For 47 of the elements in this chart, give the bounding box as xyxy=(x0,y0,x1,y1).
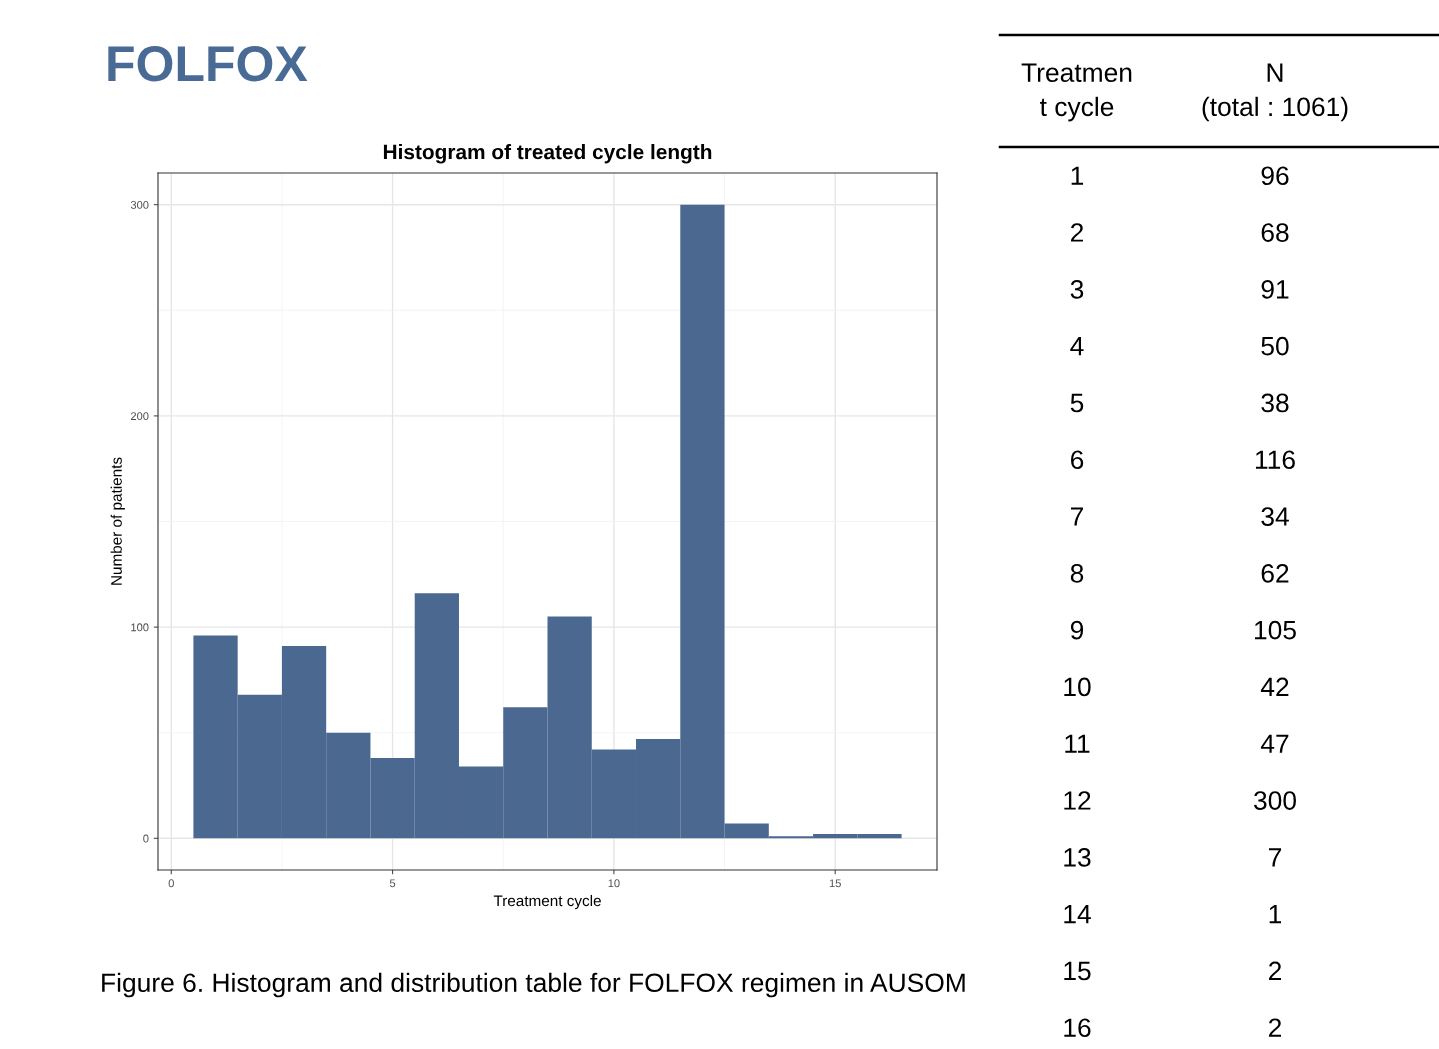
text: 10 xyxy=(1064,677,1091,697)
text: N (total : 1061) xyxy=(1202,63,1348,122)
text: 2 xyxy=(1268,1018,1282,1037)
text: 13 xyxy=(1064,848,1091,867)
text: 15 xyxy=(1064,961,1091,981)
text: 91 xyxy=(1261,280,1289,299)
text: 14 xyxy=(1064,905,1091,924)
text: 105 xyxy=(1255,620,1296,640)
text: 38 xyxy=(1261,393,1289,413)
text: 34 xyxy=(1261,507,1289,526)
x-tick-label: 15 xyxy=(829,879,841,888)
text: 47 xyxy=(1260,734,1289,753)
text: 11 xyxy=(1065,734,1090,753)
text: 1 xyxy=(1071,166,1084,185)
x-tick-label: 10 xyxy=(608,879,620,888)
y-axis-title: Number of patients xyxy=(110,457,125,585)
y-tick-label: 0 xyxy=(143,834,149,843)
y-tick-label: 100 xyxy=(131,623,149,632)
x-tick-label: 0 xyxy=(168,879,174,888)
text: 68 xyxy=(1261,223,1289,242)
text: 96 xyxy=(1261,166,1289,186)
text: 2 xyxy=(1070,223,1084,242)
text: 1 xyxy=(1269,905,1282,924)
x-tick-label: 5 xyxy=(389,879,396,888)
text: 12 xyxy=(1064,791,1091,810)
text: 3 xyxy=(1070,280,1084,299)
text: 4 xyxy=(1070,337,1084,356)
y-tick-label: 300 xyxy=(130,200,149,209)
text: 7 xyxy=(1071,507,1084,526)
text: 5 xyxy=(1070,393,1084,413)
text: Treatmen t cycle xyxy=(1021,63,1132,122)
text: 50 xyxy=(1261,336,1289,356)
text: 300 xyxy=(1253,791,1296,810)
text: 116 xyxy=(1255,450,1295,470)
text: 7 xyxy=(1269,848,1282,867)
y-tick-label: 200 xyxy=(130,412,149,421)
text: 16 xyxy=(1064,1018,1091,1038)
text: 62 xyxy=(1261,564,1289,583)
caption: Figure 6. Histogram and distribution table for FOLFOX regimen in AUSOM xyxy=(102,972,965,998)
text: 2 xyxy=(1268,961,1282,981)
text: 8 xyxy=(1070,564,1084,583)
text: 42 xyxy=(1260,677,1289,697)
chart-subtitle: Histogram of treated cycle length xyxy=(383,144,712,164)
text: 6 xyxy=(1071,450,1084,470)
chart-title: FOLFOX xyxy=(108,46,308,82)
x-axis-title: Treatment cycle xyxy=(493,894,601,910)
text: 9 xyxy=(1070,620,1084,640)
